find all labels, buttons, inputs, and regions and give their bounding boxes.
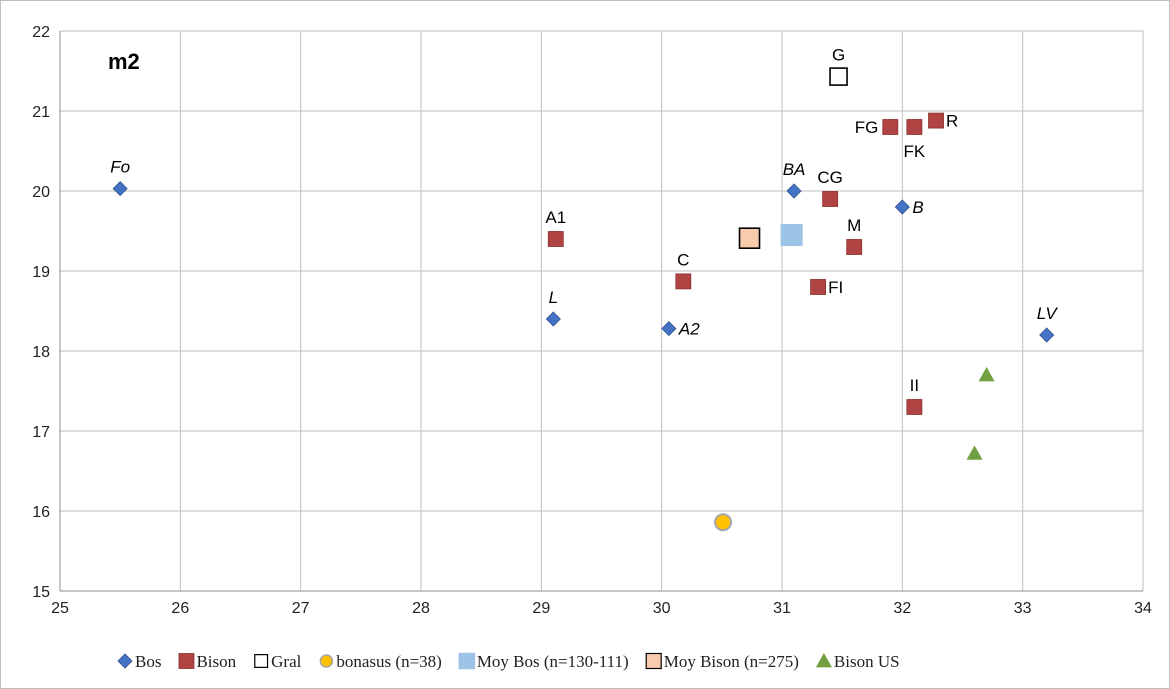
data-point xyxy=(547,231,564,247)
y-tick-label: 16 xyxy=(32,504,50,521)
legend-item: Bison xyxy=(178,652,237,671)
x-tick-label: 28 xyxy=(412,600,430,617)
data-point xyxy=(661,321,677,337)
point-label: BA xyxy=(783,160,806,179)
chart-title: m2 xyxy=(108,49,140,74)
data-point xyxy=(928,112,944,129)
point-label: FG xyxy=(855,118,879,137)
data-point xyxy=(810,279,826,295)
x-tick-label: 30 xyxy=(653,600,671,617)
legend-label: Bos xyxy=(135,652,161,671)
point-label: II xyxy=(910,376,919,395)
data-point xyxy=(780,224,803,246)
point-labels: Fo L A2 BA B LV A1 C CG M FI FG FK R II G xyxy=(110,46,1058,395)
point-label: A2 xyxy=(678,320,700,339)
legend-marker xyxy=(645,652,662,670)
legend-label: Bison xyxy=(196,652,236,671)
legend-item: Moy Bos (n=130-111) xyxy=(458,652,629,671)
data-point xyxy=(978,367,995,382)
data-point xyxy=(829,67,848,86)
y-tick-label: 18 xyxy=(32,344,50,361)
data-point xyxy=(966,445,983,460)
data-point xyxy=(786,183,802,199)
point-label: FI xyxy=(828,278,843,297)
legend-item: Bison US xyxy=(815,652,900,671)
x-tick-label: 33 xyxy=(1014,600,1032,617)
legend-marker xyxy=(458,652,476,670)
grid-lines xyxy=(59,30,1144,592)
point-label: B xyxy=(912,198,923,217)
point-label: FK xyxy=(903,142,925,161)
legend-item: Moy Bison (n=275) xyxy=(645,652,799,671)
legend-marker xyxy=(117,653,133,669)
axis-ticks: 25 26 27 28 29 30 31 32 33 34 15 16 17 18 19 20 21 22 xyxy=(32,24,1152,617)
data-point xyxy=(714,513,733,532)
x-tick-label: 32 xyxy=(893,600,911,617)
legend-label: Moy Bison (n=275) xyxy=(664,652,799,671)
data-points xyxy=(112,67,1055,532)
point-label: LV xyxy=(1037,304,1059,323)
legend-item: Bos xyxy=(117,652,161,671)
y-tick-label: 22 xyxy=(32,24,50,41)
legend-label: Moy Bos (n=130-111) xyxy=(477,652,629,671)
x-tick-label: 31 xyxy=(773,600,791,617)
y-tick-label: 19 xyxy=(32,264,50,281)
data-point xyxy=(882,119,899,135)
data-point xyxy=(1039,327,1055,343)
point-label: R xyxy=(946,112,958,131)
x-tick-label: 25 xyxy=(51,600,69,617)
x-tick-label: 27 xyxy=(292,600,310,617)
y-tick-label: 17 xyxy=(32,424,50,441)
legend-label: bonasus (n=38) xyxy=(336,652,441,671)
point-label: G xyxy=(832,46,845,65)
y-tick-label: 15 xyxy=(32,584,50,601)
legend: Bos Bison Gral bonasus (n=38) Moy Bos (n=130… xyxy=(117,652,900,671)
point-label: M xyxy=(847,216,861,235)
legend-label: Bison US xyxy=(834,652,900,671)
point-label: L xyxy=(549,288,558,307)
point-label: C xyxy=(677,250,689,269)
legend-marker xyxy=(815,653,832,668)
y-tick-label: 21 xyxy=(32,104,50,121)
legend-marker xyxy=(178,653,195,669)
point-label: A1 xyxy=(545,208,566,227)
legend-item: bonasus (n=38) xyxy=(319,652,442,671)
x-tick-label: 34 xyxy=(1134,600,1152,617)
point-label: CG xyxy=(817,168,843,187)
x-tick-label: 29 xyxy=(532,600,550,617)
legend-item: Gral xyxy=(254,652,302,671)
data-point xyxy=(545,311,561,327)
y-tick-label: 20 xyxy=(32,184,50,201)
data-point xyxy=(112,181,128,197)
legend-marker xyxy=(319,654,334,668)
data-point xyxy=(738,227,761,249)
data-point xyxy=(906,119,923,135)
data-point xyxy=(822,191,839,207)
x-tick-label: 26 xyxy=(171,600,189,617)
data-point xyxy=(906,399,923,415)
data-point xyxy=(846,239,863,255)
legend-marker xyxy=(254,654,269,668)
data-point xyxy=(894,199,910,215)
data-point xyxy=(675,273,692,290)
point-label: Fo xyxy=(110,158,130,177)
legend-label: Gral xyxy=(271,652,301,671)
